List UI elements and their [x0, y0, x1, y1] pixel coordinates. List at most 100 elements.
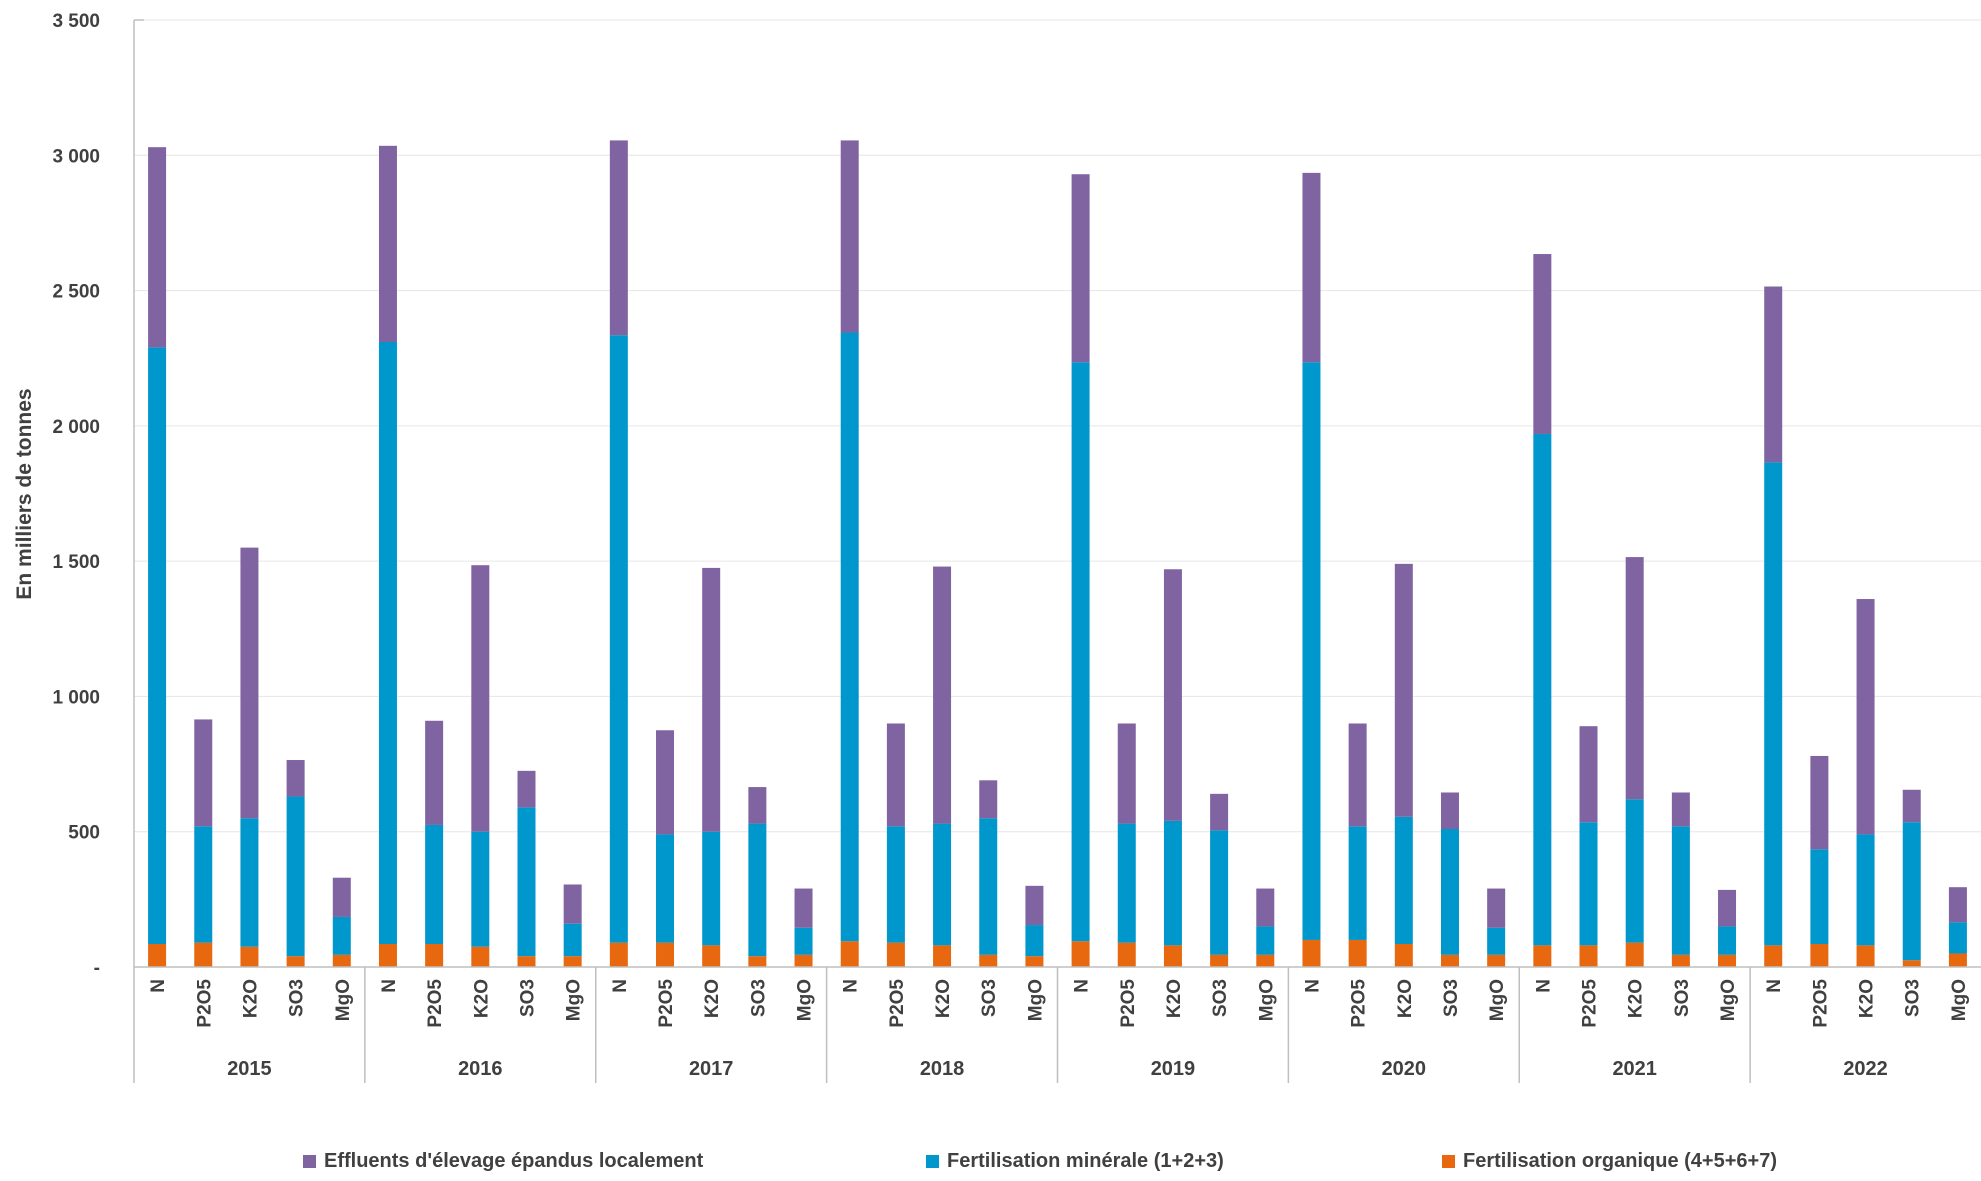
bar-segment-minerale-2015-MgO: [332, 916, 351, 955]
x-nutrient-label: N: [841, 979, 862, 993]
bar-segment-organique-2017-P2O5: [656, 942, 675, 967]
bar-segment-minerale-2016-P2O5: [425, 824, 444, 945]
bar-segment-effluents-2019-N: [1071, 174, 1090, 363]
bar-segment-effluents-2020-K2O: [1394, 563, 1413, 817]
y-tick-label: 500: [68, 823, 100, 844]
bar-segment-effluents-2021-MgO: [1718, 889, 1737, 927]
legend-swatch-effluents: [303, 1155, 316, 1168]
bar-segment-organique-2019-MgO: [1256, 954, 1275, 967]
bar-segment-effluents-2021-SO3: [1671, 792, 1690, 827]
bar-segment-minerale-2019-K2O: [1163, 820, 1182, 946]
x-nutrient-label: P2O5: [425, 979, 446, 1028]
bar-segment-effluents-2021-P2O5: [1579, 726, 1598, 823]
bar-segment-organique-2022-P2O5: [1810, 944, 1829, 967]
bar-segment-organique-2022-K2O: [1856, 945, 1875, 967]
x-nutrient-label: P2O5: [1810, 979, 1831, 1028]
bar-segment-organique-2021-N: [1533, 945, 1552, 967]
bar-segment-organique-2022-N: [1764, 945, 1783, 967]
bar-segment-minerale-2018-P2O5: [886, 826, 905, 943]
bar-segment-organique-2020-N: [1302, 939, 1321, 967]
bar-segment-organique-2022-SO3: [1902, 960, 1921, 967]
bar-segment-minerale-2019-N: [1071, 362, 1090, 942]
bar-segment-minerale-2019-P2O5: [1117, 823, 1136, 943]
bar-segment-effluents-2015-P2O5: [194, 719, 213, 827]
x-nutrient-label: K2O: [471, 979, 492, 1018]
x-nutrient-label: N: [610, 979, 631, 993]
bar-segment-effluents-2016-N: [378, 145, 397, 342]
bar-segment-organique-2020-P2O5: [1348, 939, 1367, 967]
x-nutrient-label: K2O: [933, 979, 954, 1018]
x-year-label: 2018: [920, 1058, 965, 1080]
x-nutrient-label: K2O: [1164, 979, 1185, 1018]
x-nutrient-label: K2O: [1857, 979, 1878, 1018]
x-category-labels: N P2O5 K2O SO3 MgO 2015 N P2O5 K2O SO3 MgO 2016 N P2O…: [148, 979, 1970, 1080]
x-nutrient-label: MgO: [1487, 979, 1508, 1021]
x-nutrient-label: SO3: [287, 979, 308, 1017]
bar-segment-minerale-2015-P2O5: [194, 826, 213, 943]
bar-segment-minerale-2015-N: [148, 347, 167, 945]
x-year-label: 2017: [689, 1058, 734, 1080]
bar-segment-effluents-2018-K2O: [933, 566, 952, 824]
bar-segment-effluents-2019-K2O: [1163, 569, 1182, 821]
bar-segment-organique-2016-SO3: [517, 956, 536, 967]
bar-segment-effluents-2020-N: [1302, 172, 1321, 363]
x-nutrient-label: MgO: [1256, 979, 1277, 1021]
bar-segment-organique-2018-K2O: [933, 945, 952, 967]
bar-segment-effluents-2018-MgO: [1025, 885, 1044, 926]
bar-segment-effluents-2018-P2O5: [886, 723, 905, 827]
bar-segment-minerale-2018-SO3: [979, 818, 998, 955]
bar-segment-organique-2017-SO3: [748, 956, 767, 967]
bar-segment-effluents-2022-P2O5: [1810, 755, 1829, 850]
bar-segment-effluents-2017-K2O: [702, 567, 721, 832]
x-nutrient-label: MgO: [564, 979, 585, 1021]
x-nutrient-label: SO3: [517, 979, 538, 1017]
bar-segment-minerale-2017-MgO: [794, 927, 813, 955]
bar-segment-effluents-2015-MgO: [332, 877, 351, 917]
y-tick-label: 3 000: [52, 146, 100, 167]
x-nutrient-label: K2O: [1626, 979, 1647, 1018]
bar-segment-minerale-2020-SO3: [1440, 829, 1459, 955]
bar-segment-minerale-2022-P2O5: [1810, 849, 1829, 945]
x-year-label: 2021: [1612, 1058, 1657, 1080]
bar-segment-effluents-2020-SO3: [1440, 792, 1459, 830]
bar-segment-minerale-2018-K2O: [933, 823, 952, 946]
bar-segment-minerale-2015-SO3: [286, 796, 305, 957]
bar-segment-organique-2019-N: [1071, 941, 1090, 967]
x-nutrient-label: P2O5: [656, 979, 677, 1028]
bar-segment-effluents-2020-P2O5: [1348, 723, 1367, 827]
bar-segment-effluents-2020-MgO: [1487, 888, 1506, 928]
x-nutrient-label: P2O5: [1580, 979, 1601, 1028]
x-nutrient-label: K2O: [240, 979, 261, 1018]
bar-segment-organique-2015-MgO: [332, 954, 351, 967]
bar-segment-minerale-2017-P2O5: [656, 834, 675, 943]
bar-segment-minerale-2020-MgO: [1487, 927, 1506, 955]
x-nutrient-label: P2O5: [194, 979, 215, 1028]
y-tick-labels: - 500 1 000 1 500 2 000 2 500 3 000 3 500: [52, 11, 100, 979]
bar-segment-effluents-2019-SO3: [1210, 793, 1229, 831]
x-nutrient-label: SO3: [748, 979, 769, 1017]
bar-segment-organique-2020-K2O: [1394, 944, 1413, 967]
gridlines: [134, 19, 1981, 833]
y-tick-label: 2 500: [52, 282, 100, 303]
bar-segment-organique-2017-K2O: [702, 945, 721, 967]
bar-segment-minerale-2017-SO3: [748, 823, 767, 957]
bar-segment-organique-2016-N: [378, 944, 397, 967]
bar-segment-organique-2019-SO3: [1210, 954, 1229, 967]
bar-segment-organique-2021-MgO: [1718, 954, 1737, 967]
legend-item-minerale: Fertilisation minérale (1+2+3): [926, 1150, 1224, 1173]
x-nutrient-label: MgO: [1949, 979, 1970, 1021]
bar-segment-organique-2017-N: [609, 942, 628, 967]
bar-segment-minerale-2018-MgO: [1025, 925, 1044, 957]
bar-segment-effluents-2015-K2O: [240, 547, 259, 819]
bar-segment-minerale-2021-MgO: [1718, 926, 1737, 955]
x-nutrient-label: K2O: [702, 979, 723, 1018]
bar-segment-minerale-2016-SO3: [517, 807, 536, 957]
bar-segment-effluents-2016-MgO: [563, 884, 582, 924]
legend-swatch-organique: [1442, 1155, 1455, 1168]
bar-segment-minerale-2021-N: [1533, 433, 1552, 946]
x-nutrient-label: N: [1302, 979, 1323, 993]
bar-segment-effluents-2016-P2O5: [425, 720, 444, 825]
bar-segment-effluents-2022-N: [1764, 286, 1783, 463]
bar-segment-effluents-2022-SO3: [1902, 789, 1921, 823]
bar-segment-organique-2018-N: [840, 941, 859, 967]
